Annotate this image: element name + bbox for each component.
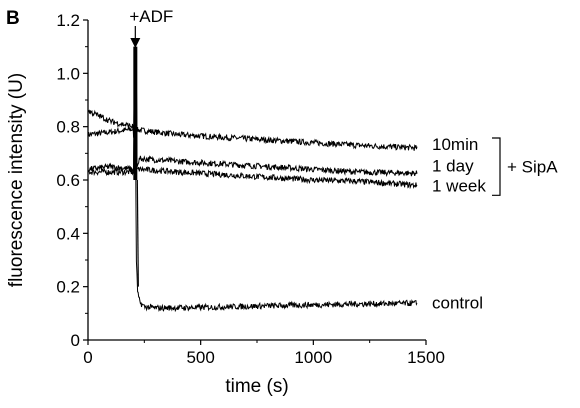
control-drop	[136, 179, 139, 287]
x-axis-label: time (s)	[225, 376, 288, 397]
series-line	[87, 43, 418, 178]
adf-arrow-icon	[130, 38, 141, 48]
sipa-bracket	[492, 137, 501, 196]
x-tick-label: 0	[83, 348, 92, 367]
series-line	[87, 57, 418, 313]
adf-spike	[133, 46, 138, 180]
x-tick-label: 500	[186, 348, 214, 367]
series-label: 1 week	[432, 176, 486, 195]
y-tick-label: 0	[71, 331, 80, 350]
adf-annotation-label: +ADF	[129, 7, 173, 26]
y-tick-label: 0.8	[56, 118, 80, 137]
sipa-group-label: + SipA	[507, 158, 558, 177]
y-tick-label: 1.0	[56, 64, 80, 83]
y-axis-label: fluorescence intensity (U)	[6, 73, 27, 287]
series-label: 1 day	[432, 156, 474, 175]
y-tick-label: 0.2	[56, 278, 80, 297]
x-tick-label: 1500	[407, 348, 445, 367]
y-tick-label: 0.6	[56, 171, 80, 190]
panel-label: B	[6, 8, 20, 29]
x-tick-label: 1000	[294, 348, 332, 367]
series-line	[87, 125, 418, 151]
series-line	[87, 44, 418, 190]
y-tick-label: 0.4	[56, 224, 80, 243]
series-label: 10min	[432, 135, 478, 154]
series-label: control	[432, 294, 483, 313]
y-tick-label: 1.2	[56, 11, 80, 30]
